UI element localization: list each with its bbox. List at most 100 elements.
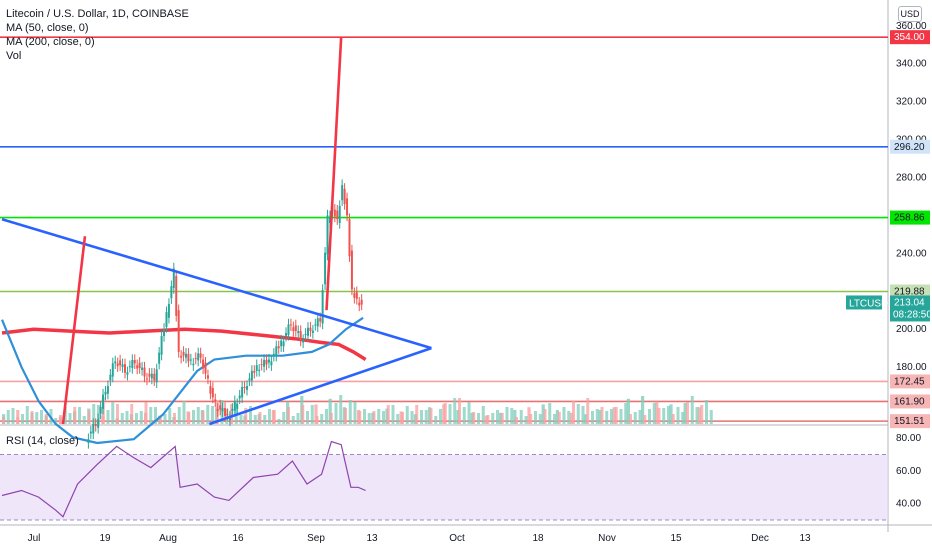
volume-bar bbox=[401, 412, 404, 424]
candle-body bbox=[138, 362, 141, 369]
volume-bar bbox=[315, 416, 319, 424]
price-tag bbox=[890, 284, 930, 299]
volume-bar bbox=[249, 406, 252, 424]
symbol-tag bbox=[846, 295, 882, 310]
rsi-label[interactable]: RSI (14, close) bbox=[6, 435, 79, 447]
volume-bar bbox=[192, 410, 195, 424]
symbol-tag-label: LTCUSD bbox=[849, 298, 888, 309]
volume-bar bbox=[453, 398, 457, 424]
volume-bar bbox=[154, 407, 157, 424]
candle-body bbox=[109, 374, 112, 381]
volume-bar bbox=[348, 400, 352, 424]
candle-body bbox=[221, 408, 224, 412]
volume-bar bbox=[448, 404, 452, 424]
candle-body bbox=[202, 359, 205, 369]
volume-bar bbox=[391, 405, 395, 424]
price-tag bbox=[890, 139, 930, 154]
countdown-label: 08:28:50 bbox=[893, 309, 932, 320]
trend-lines bbox=[1, 37, 432, 426]
candle-body bbox=[219, 405, 222, 410]
candle-body bbox=[187, 353, 190, 362]
price-tick-label: 200.00 bbox=[896, 324, 927, 335]
volume-bar bbox=[353, 402, 357, 424]
time-tick-label: 15 bbox=[670, 533, 682, 544]
trend-line bbox=[208, 346, 432, 426]
last-price-tag bbox=[890, 295, 930, 322]
volume-bar bbox=[681, 412, 685, 424]
volume-bar bbox=[149, 407, 153, 424]
candle-body bbox=[287, 324, 290, 335]
price-tick-label: 360.00 bbox=[896, 21, 927, 32]
volume-bar bbox=[472, 412, 476, 424]
volume-bar bbox=[272, 410, 276, 424]
volume-legend[interactable]: Vol bbox=[6, 50, 22, 62]
candle-body bbox=[167, 303, 170, 318]
rsi-tick-label: 80.00 bbox=[896, 433, 921, 444]
volume-bar bbox=[334, 403, 338, 424]
volume-bar bbox=[173, 413, 176, 424]
candle-body bbox=[292, 327, 295, 332]
candle-body bbox=[131, 360, 134, 369]
candle-body bbox=[277, 346, 280, 349]
volume-bar bbox=[513, 410, 517, 424]
volume-bar bbox=[581, 406, 585, 424]
volume-bar bbox=[87, 411, 91, 424]
price-tag-label: 161.90 bbox=[894, 396, 925, 407]
candle-body bbox=[270, 361, 273, 366]
candle-body bbox=[348, 219, 351, 257]
grid-layer bbox=[0, 0, 932, 532]
candle-body bbox=[158, 352, 161, 364]
candle-body bbox=[250, 370, 253, 381]
volume-bar bbox=[657, 408, 661, 424]
candle-body bbox=[253, 370, 256, 373]
ma200-line bbox=[1, 327, 367, 361]
candle-body bbox=[341, 185, 344, 201]
volume-bar bbox=[320, 414, 324, 424]
candle-body bbox=[248, 378, 251, 381]
price-tags: 354.00 296.20 258.86 219.88 172.45 161.90 151.… bbox=[846, 30, 932, 429]
candle-body bbox=[258, 369, 261, 371]
time-tick-label: Dec bbox=[751, 533, 769, 544]
volume-bar bbox=[382, 411, 385, 424]
volume-bar bbox=[499, 412, 503, 424]
volume-bar bbox=[641, 396, 645, 424]
candle-body bbox=[309, 327, 312, 332]
volume-bar bbox=[125, 411, 129, 424]
ma200-legend[interactable]: MA (200, close, 0) bbox=[6, 36, 95, 48]
volume-bar bbox=[667, 406, 670, 424]
volume-bar bbox=[339, 395, 343, 424]
volume-bar bbox=[358, 411, 362, 424]
candle-body bbox=[106, 386, 109, 394]
candle-body bbox=[150, 373, 153, 379]
volume-bar bbox=[557, 412, 561, 424]
candle-body bbox=[280, 340, 283, 347]
volume-bar bbox=[496, 410, 499, 424]
volume-bar bbox=[282, 412, 286, 424]
ma50-legend[interactable]: MA (50, close, 0) bbox=[6, 22, 89, 34]
currency-badge[interactable]: USD bbox=[898, 6, 922, 22]
time-tick-label: Jul bbox=[28, 533, 41, 544]
volume-bar bbox=[158, 416, 162, 424]
volume-bar bbox=[527, 407, 531, 424]
volume-bar bbox=[144, 402, 148, 424]
candle-body bbox=[111, 363, 114, 377]
candle-body bbox=[145, 378, 148, 380]
candle-body bbox=[160, 336, 163, 355]
volume-bar bbox=[562, 407, 566, 424]
volume-bar bbox=[429, 408, 433, 424]
candle-body bbox=[294, 325, 297, 332]
rsi-panel bbox=[0, 440, 888, 521]
volume-bar bbox=[329, 413, 333, 424]
candle-body bbox=[177, 310, 180, 352]
volume-bar bbox=[30, 411, 34, 424]
candle-body bbox=[226, 414, 229, 416]
volume-bar bbox=[220, 400, 224, 424]
volume-bar bbox=[73, 407, 77, 424]
time-tick-label: Oct bbox=[449, 533, 465, 544]
volume-bar bbox=[610, 409, 613, 424]
time-axis[interactable]: Jul 19 Aug 16 Sep 13 Oct 18 Nov 15 Dec 13 bbox=[28, 533, 811, 544]
candle-body bbox=[126, 372, 129, 375]
volume-bar bbox=[709, 410, 713, 424]
volume-bar bbox=[420, 410, 423, 424]
